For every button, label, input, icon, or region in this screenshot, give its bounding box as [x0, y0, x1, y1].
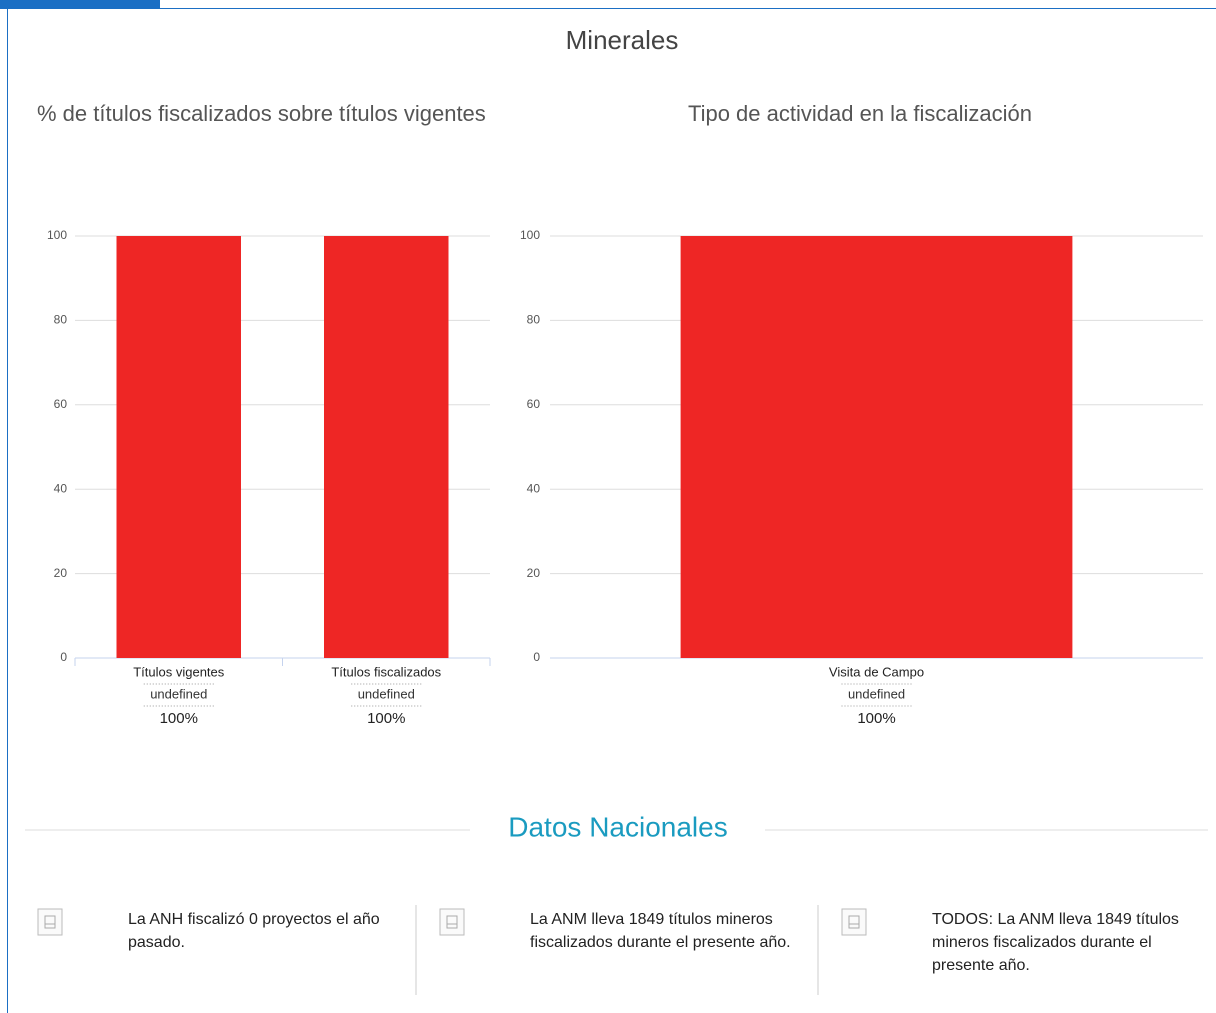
info-text: TODOS: La ANM lleva 1849 títulos mineros… [932, 911, 1179, 974]
bar [116, 236, 241, 658]
y-tick-label: 60 [54, 397, 68, 411]
y-tick-label: 20 [54, 566, 68, 580]
info-text: La ANH fiscalizó 0 proyectos el año pasa… [128, 911, 380, 951]
tab-bar [0, 0, 160, 9]
x-tick-label: Visita de Campo [829, 664, 924, 679]
x-tick-label: Títulos vigentes [133, 664, 225, 679]
sub-label: undefined [150, 686, 207, 701]
icon [37, 908, 63, 936]
icon [841, 908, 867, 936]
info-text: La ANM lleva 1849 títulos mineros fiscal… [530, 911, 791, 951]
separator [817, 905, 819, 995]
bar [680, 236, 1073, 658]
value-label: 100% [367, 710, 405, 727]
y-tick-label: 0 [60, 650, 67, 664]
section-title: Datos Nacionales [508, 811, 727, 842]
y-tick-label: 60 [527, 397, 541, 411]
sub-label: undefined [848, 686, 905, 701]
y-tick-label: 80 [54, 313, 68, 327]
y-tick-label: 20 [527, 566, 541, 580]
y-tick-label: 100 [520, 228, 540, 242]
y-tick-label: 80 [527, 313, 541, 327]
sub-label: undefined [358, 686, 415, 701]
icon [439, 908, 465, 936]
page-title: Minerales [566, 25, 679, 55]
value-label: 100% [857, 710, 895, 727]
chart-title: Tipo de actividad en la fiscalización [688, 101, 1032, 126]
y-tick-label: 0 [533, 650, 540, 664]
chart-title: % de títulos fiscalizados sobre títulos … [37, 101, 486, 126]
y-tick-label: 40 [527, 481, 541, 495]
value-label: 100% [160, 710, 198, 727]
y-tick-label: 40 [54, 481, 68, 495]
x-tick-label: Títulos fiscalizados [331, 664, 441, 679]
separator [415, 905, 417, 995]
bar [324, 236, 449, 658]
y-tick-label: 100 [47, 228, 67, 242]
